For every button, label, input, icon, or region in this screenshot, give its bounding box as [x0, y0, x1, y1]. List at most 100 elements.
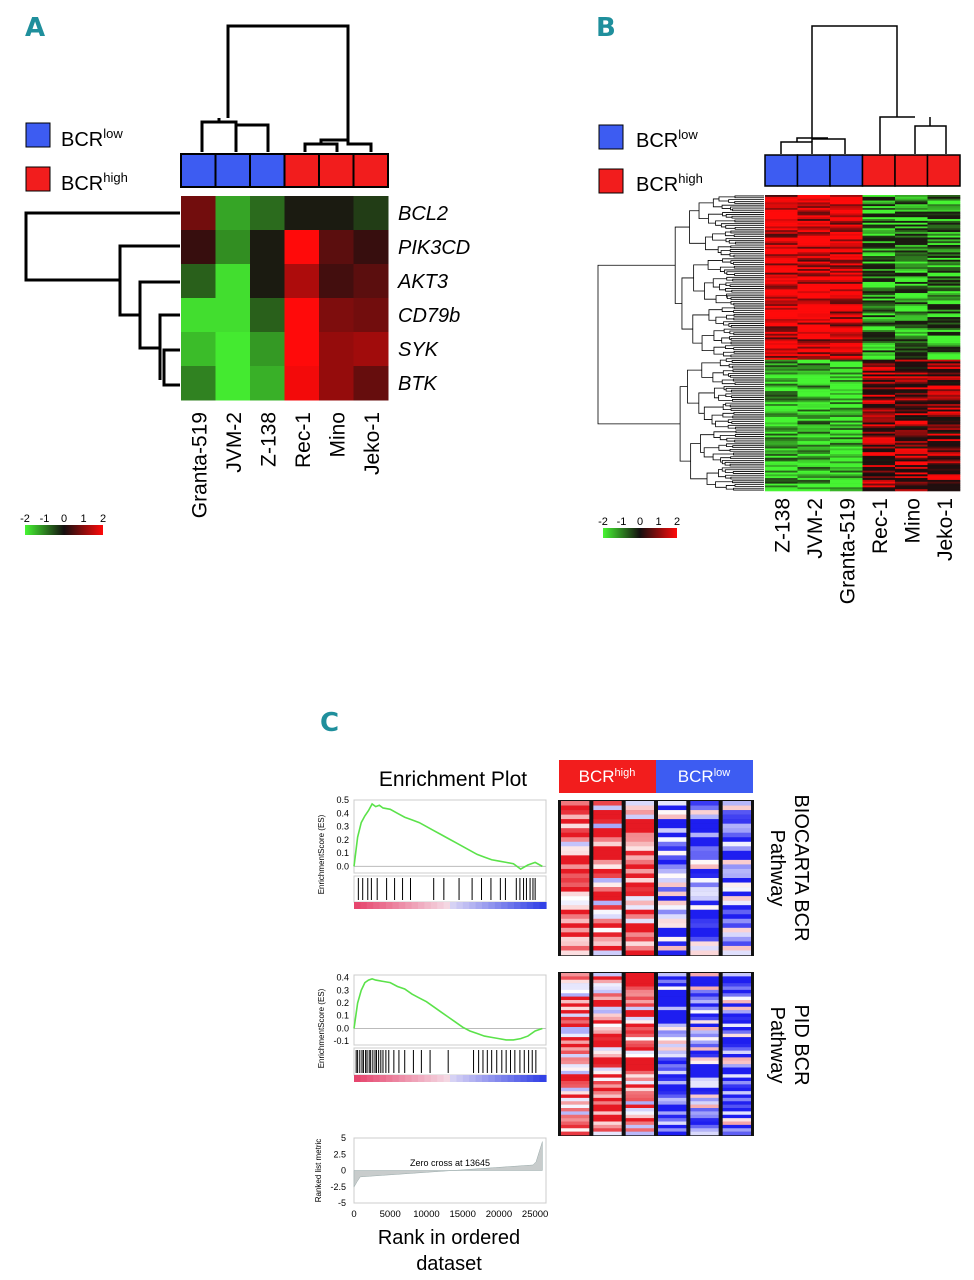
dendrogram-branch [732, 480, 764, 484]
heatmap-cell [797, 459, 831, 462]
heatmap-cell [561, 1111, 590, 1116]
gene-label: BCL2 [398, 203, 448, 225]
heatmap-cell [830, 287, 863, 290]
heatmap-cell [690, 1003, 719, 1008]
heatmap-cell [927, 235, 961, 238]
heatmap-cell [927, 381, 961, 384]
heatmap-cell [862, 450, 896, 453]
heatmap-cell [658, 805, 687, 811]
heatmap-cell [830, 418, 863, 421]
heatmap-cell [830, 322, 863, 325]
heatmap-cell [830, 200, 863, 203]
rank-gradient-segment [405, 1075, 413, 1082]
heatmap-cell [895, 476, 928, 479]
heatmap-cell [927, 274, 961, 277]
heatmap-cell [830, 298, 863, 301]
heatmap-cell [927, 483, 961, 486]
heatmap-cell [830, 283, 863, 286]
heatmap-cell [830, 324, 863, 327]
heatmap-cell [927, 489, 961, 492]
heatmap-cell [895, 405, 928, 409]
heatmap-cell [797, 429, 831, 433]
heatmap-cell [862, 354, 896, 357]
dendrogram-branch [730, 476, 764, 480]
heatmap-cell [830, 470, 863, 473]
heatmap-cell [250, 298, 285, 333]
heatmap-cell [593, 996, 622, 1001]
heatmap-cell [895, 346, 928, 349]
dendrogram-branch [732, 378, 764, 382]
heatmap-cell [830, 343, 863, 346]
heatmap-cell [765, 256, 798, 259]
heatmap-cell [830, 272, 863, 275]
heatmap-cell [690, 896, 719, 901]
heatmap-cell [895, 226, 928, 229]
heatmap-cell [830, 459, 863, 462]
heatmap-cell [862, 318, 896, 322]
heatmap-cell [658, 936, 687, 942]
heatmap-cell [927, 363, 961, 366]
heatmap-cell [830, 215, 863, 218]
heatmap-cell [658, 996, 687, 1001]
heatmap-cell [593, 1121, 622, 1126]
heatmap-cell [927, 396, 961, 399]
heatmap-cell [895, 241, 928, 244]
heatmap-cell [830, 220, 863, 224]
heatmap-cell [765, 235, 798, 238]
heatmap-cell [830, 206, 863, 209]
heatmap-cell [830, 455, 863, 458]
heatmap-cell [862, 448, 896, 451]
heatmap-cell [561, 1077, 590, 1082]
heatmap-cell [797, 309, 831, 312]
heatmap-cell [284, 366, 320, 401]
heatmap-cell [765, 335, 798, 338]
heatmap-cell [927, 485, 961, 488]
heatmap-cell [765, 296, 798, 299]
sample-label: JVM-2 [804, 498, 827, 559]
heatmap-cell [765, 352, 798, 355]
heatmap-cell [797, 202, 831, 205]
dendrogram-branch [725, 402, 764, 407]
heatmap-cell [690, 1006, 719, 1011]
dendrogram-branch [715, 295, 731, 304]
heatmap-cell [797, 372, 831, 375]
heatmap-cell [927, 315, 961, 318]
heatmap-cell [797, 396, 831, 399]
heatmap-cell [561, 1097, 590, 1102]
heatmap-cell [722, 878, 751, 883]
heatmap-cell [765, 318, 798, 322]
heatmap-cell [797, 394, 831, 397]
heatmap-cell [690, 1027, 719, 1031]
heatmap-cell [658, 986, 687, 991]
heatmap-cell [862, 224, 896, 227]
heatmap-cell [895, 442, 928, 446]
heatmap-cell [830, 411, 863, 414]
dendrogram-branch [733, 306, 764, 310]
heatmap-cell [593, 1097, 622, 1102]
heatmap-cell [658, 1067, 687, 1072]
heatmap-cell [895, 204, 928, 207]
heatmap-cell [862, 217, 896, 220]
heatmap-cell [561, 873, 590, 879]
heatmap-cell [862, 254, 896, 257]
heatmap-cell [561, 1104, 590, 1109]
heatmap-cell [722, 1057, 751, 1062]
heatmap-cell [722, 801, 751, 806]
heatmap-cell [895, 274, 928, 277]
heatmap-cell [862, 237, 896, 240]
heatmap-cell [765, 289, 798, 292]
heatmap-cell [862, 441, 896, 444]
heatmap-cell [830, 378, 863, 381]
heatmap-cell [797, 307, 831, 310]
heatmap-cell [895, 448, 928, 451]
heatmap-cell [765, 250, 798, 253]
heatmap-cell [765, 315, 798, 318]
heatmap-cell [862, 206, 896, 209]
heatmap-cell [765, 304, 798, 307]
heatmap-cell [690, 810, 719, 815]
heatmap-cell [927, 413, 961, 416]
heatmap-cell [797, 204, 831, 207]
heatmap-cell [593, 1020, 622, 1024]
heatmap-cell [797, 400, 831, 403]
heatmap-cell [895, 417, 928, 420]
